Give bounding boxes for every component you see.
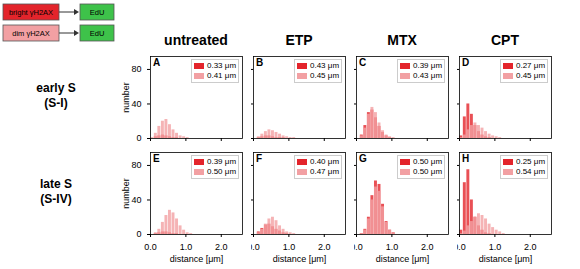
svg-text:distance [μm]: distance [μm]	[170, 254, 224, 264]
svg-text:1.0: 1.0	[180, 242, 193, 252]
svg-text:distance [μm]: distance [μm]	[273, 254, 327, 264]
html-text:0.45 μm: 0.45 μm	[516, 71, 546, 80]
svg-text:1.0: 1.0	[283, 242, 296, 252]
html-text:untreated: untreated	[164, 32, 228, 48]
html-text:E: E	[153, 153, 160, 164]
html-text:(S-I): (S-I)	[44, 96, 68, 110]
html-text:C: C	[359, 57, 367, 68]
html-text:B: B	[256, 57, 264, 68]
svg-text:dim γH2AX: dim γH2AX	[12, 29, 50, 38]
html-text:(S-IV): (S-IV)	[40, 192, 72, 206]
svg-text:0.0: 0.0	[144, 242, 157, 252]
html-text:0.27 μm: 0.27 μm	[516, 61, 546, 70]
html-text:0.43 μm: 0.43 μm	[413, 71, 443, 80]
svg-text:80: 80	[131, 160, 141, 170]
html-text:CPT: CPT	[491, 32, 519, 48]
svg-text:2.0: 2.0	[215, 242, 228, 252]
html-text:D: D	[462, 57, 470, 68]
html-text:A: A	[153, 57, 161, 68]
svg-text:40: 40	[131, 195, 141, 205]
html-text:0.39 μm: 0.39 μm	[207, 157, 237, 166]
html-text:0.54 μm: 0.54 μm	[516, 167, 546, 176]
html-text:0.41 μm: 0.41 μm	[207, 71, 237, 80]
html-text:early S: early S	[36, 81, 76, 95]
svg-text:number: number	[121, 82, 131, 113]
svg-text:EdU: EdU	[90, 29, 105, 38]
html-text:H: H	[462, 153, 470, 164]
svg-text:0: 0	[136, 133, 141, 142]
html-text:MTX: MTX	[387, 32, 417, 48]
svg-text:2.0: 2.0	[318, 242, 331, 252]
svg-text:40: 40	[131, 99, 141, 109]
html-text:0.43 μm: 0.43 μm	[310, 61, 340, 70]
html-text:0.50 μm: 0.50 μm	[413, 167, 443, 176]
html-text:0.40 μm: 0.40 μm	[310, 157, 340, 166]
svg-text:distance [μm]: distance [μm]	[376, 254, 430, 264]
svg-text:2.0: 2.0	[524, 242, 537, 252]
svg-text:0: 0	[136, 229, 141, 239]
html-text:0.47 μm: 0.47 μm	[310, 167, 340, 176]
svg-text:1.0: 1.0	[489, 242, 502, 252]
svg-text:0.0: 0.0	[354, 242, 363, 252]
html-text:0.39 μm: 0.39 μm	[413, 61, 443, 70]
html-text:0.25 μm: 0.25 μm	[516, 157, 546, 166]
html-text:late S: late S	[40, 177, 72, 191]
html-text:G: G	[359, 153, 367, 164]
svg-text:distance [μm]: distance [μm]	[479, 254, 533, 264]
html-text:0.50 μm: 0.50 μm	[207, 167, 237, 176]
svg-text:0.0: 0.0	[251, 242, 260, 252]
svg-text:2.0: 2.0	[421, 242, 434, 252]
html-text:0.50 μm: 0.50 μm	[413, 157, 443, 166]
svg-text:80: 80	[131, 64, 141, 74]
html-text:F: F	[256, 153, 263, 164]
svg-text:1.0: 1.0	[386, 242, 399, 252]
html-text:0.33 μm: 0.33 μm	[207, 61, 237, 70]
svg-text:EdU: EdU	[90, 8, 105, 17]
svg-text:number: number	[121, 178, 131, 209]
svg-text:0.0: 0.0	[457, 242, 466, 252]
svg-text:bright γH2AX: bright γH2AX	[9, 8, 53, 17]
html-text:0.45 μm: 0.45 μm	[310, 71, 340, 80]
html-text:ETP: ETP	[285, 32, 313, 48]
